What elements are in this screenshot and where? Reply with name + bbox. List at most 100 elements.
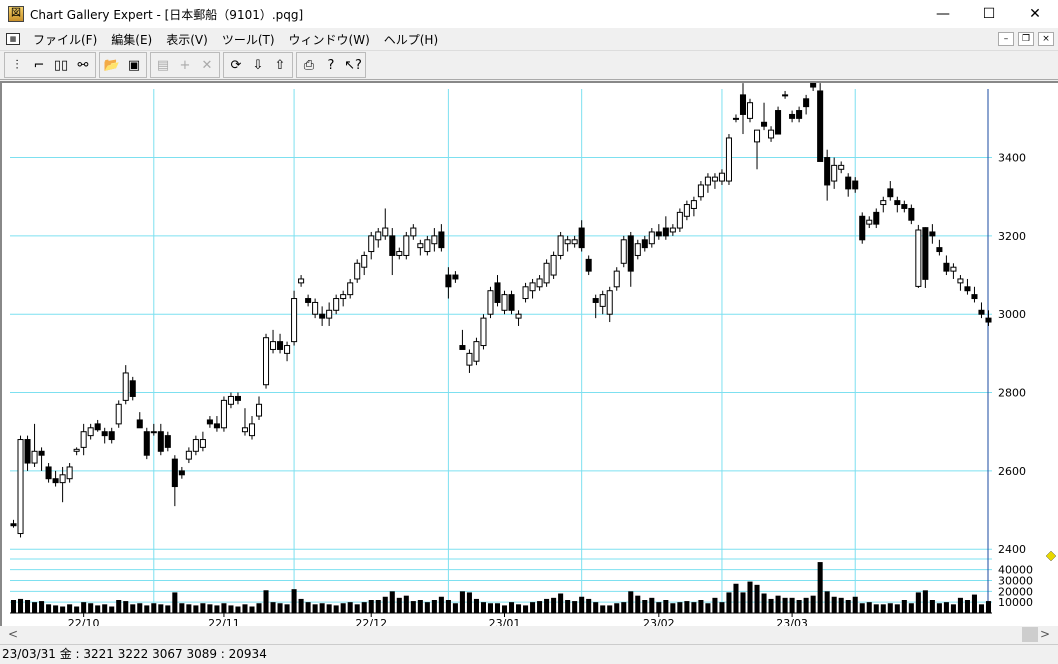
volume-bar [109, 606, 115, 613]
menu-window[interactable]: ウィンドウ(W) [288, 32, 370, 47]
volume-bar [256, 603, 262, 613]
volume-bar [537, 601, 543, 613]
binoculars-icon[interactable]: ⚯ [77, 57, 89, 73]
volume-bar [754, 584, 760, 613]
candle-chart-icon[interactable]: ⫶ [15, 57, 19, 73]
volume-bar [677, 602, 683, 613]
candle-body [466, 352, 473, 366]
candle-body [80, 431, 87, 448]
volume-bar [494, 603, 501, 613]
volume-bar [228, 605, 234, 613]
candle-body [368, 235, 375, 253]
volume-bar [859, 603, 865, 613]
volume-bar [368, 600, 374, 613]
volume-bar [607, 605, 613, 613]
candle-body [908, 207, 915, 221]
volume-bar [39, 601, 45, 613]
volume-bar [438, 596, 444, 613]
horizontal-scrollbar[interactable]: < > [0, 626, 1058, 643]
volume-bar [922, 590, 928, 613]
candle-body [122, 372, 129, 401]
candle-body [312, 301, 319, 315]
close-button[interactable]: ✕ [1029, 6, 1041, 22]
volume-bar [382, 596, 388, 613]
candle-body [838, 164, 845, 170]
candle-body [115, 403, 122, 425]
volume-bar [649, 597, 655, 613]
save-icon[interactable]: ▣ [127, 57, 141, 73]
candlestick-chart[interactable]: 3400 3200 3000 2800 2600 2400 4000030000200001… [2, 75, 1058, 630]
candle-body [929, 231, 936, 237]
candle-body [431, 235, 438, 245]
volume-bar [775, 595, 781, 613]
candle-body [634, 243, 641, 256]
refresh-icon[interactable]: ⟳ [230, 57, 242, 73]
volume-bar [249, 606, 255, 613]
line-chart-icon[interactable]: ⌐ [33, 57, 45, 73]
upload-icon[interactable]: ⇧ [274, 57, 286, 73]
scroll-right-icon[interactable]: > [1039, 627, 1050, 641]
volume-bar [831, 596, 837, 613]
volume-bar [242, 604, 248, 613]
minimize-button[interactable]: — [936, 6, 950, 22]
volume-bar [761, 593, 767, 613]
title-bar: 図 Chart Gallery Expert - [日本郵船（9101）.pqg… [0, 0, 1058, 28]
volume-bar [565, 600, 571, 613]
menu-edit[interactable]: 編集(E) [111, 32, 153, 47]
document-icon[interactable]: ▦ [6, 33, 20, 45]
chart-area[interactable]: 3400 3200 3000 2800 2600 2400 40000 30000 20000 1… [0, 75, 1058, 630]
child-close-button[interactable]: × [1038, 32, 1054, 46]
context-help-icon[interactable]: ↖? [344, 57, 362, 73]
volume-bar [53, 605, 59, 613]
help-icon[interactable]: ? [327, 57, 335, 73]
candle-body [277, 341, 284, 350]
volume-bar [123, 601, 129, 613]
toolbar-group: ⟳ ⇩ ⇧ [223, 52, 293, 78]
volume-bar [957, 597, 963, 613]
candle-body [571, 239, 578, 245]
candle-body [803, 98, 810, 108]
candle-body [487, 290, 494, 315]
volume-bar [866, 602, 872, 613]
candle-body [964, 286, 971, 292]
volume-bar [817, 562, 823, 613]
menu-tools[interactable]: ツール(T) [221, 32, 275, 47]
print-icon[interactable]: ⎙ [303, 57, 315, 73]
candle-body [550, 254, 557, 276]
candle-body [445, 274, 452, 288]
child-restore-button[interactable]: ❐ [1018, 32, 1034, 46]
scroll-thumb[interactable] [1022, 627, 1038, 642]
download-icon[interactable]: ⇩ [252, 57, 264, 73]
dual-chart-icon[interactable]: ▯▯ [53, 57, 69, 73]
menu-help[interactable]: ヘルプ(H) [383, 32, 439, 47]
volume-bar [32, 602, 38, 613]
candle-body [129, 380, 136, 397]
toolbar: ⫶ ⌐ ▯▯ ⚯ 📂 ▣ ▤ + ✕ ⟳ ⇩ ⇧ ⎙? ↖? [0, 50, 1058, 80]
candle-body [192, 439, 199, 452]
volume-bar [600, 605, 606, 613]
volume-bar [67, 604, 73, 613]
volume-bar [733, 583, 739, 613]
y-tick-label: 3200 [998, 230, 1026, 243]
scroll-left-icon[interactable]: < [8, 627, 19, 641]
volume-bar [516, 604, 522, 613]
maximize-button[interactable]: ☐ [982, 6, 996, 22]
volume-bar [901, 600, 907, 613]
volume-bar [312, 604, 318, 613]
menu-view[interactable]: 表示(V) [166, 32, 208, 47]
x-tick-label: 23/03 [776, 617, 808, 626]
candle-body [641, 239, 648, 249]
app-icon: 図 [8, 6, 24, 22]
volume-bar [144, 605, 150, 613]
open-folder-icon[interactable]: 📂 [103, 57, 121, 73]
volume-bar [361, 602, 367, 613]
volume-bar [396, 597, 402, 613]
volume-bar [95, 605, 101, 613]
candle-body [87, 427, 94, 437]
child-minimize-button[interactable]: – [998, 32, 1014, 46]
candle-body [38, 450, 45, 456]
candle-body [284, 345, 291, 354]
menu-file[interactable]: ファイル(F) [33, 32, 98, 47]
candle-body [326, 309, 333, 319]
volume-bar [214, 605, 220, 613]
